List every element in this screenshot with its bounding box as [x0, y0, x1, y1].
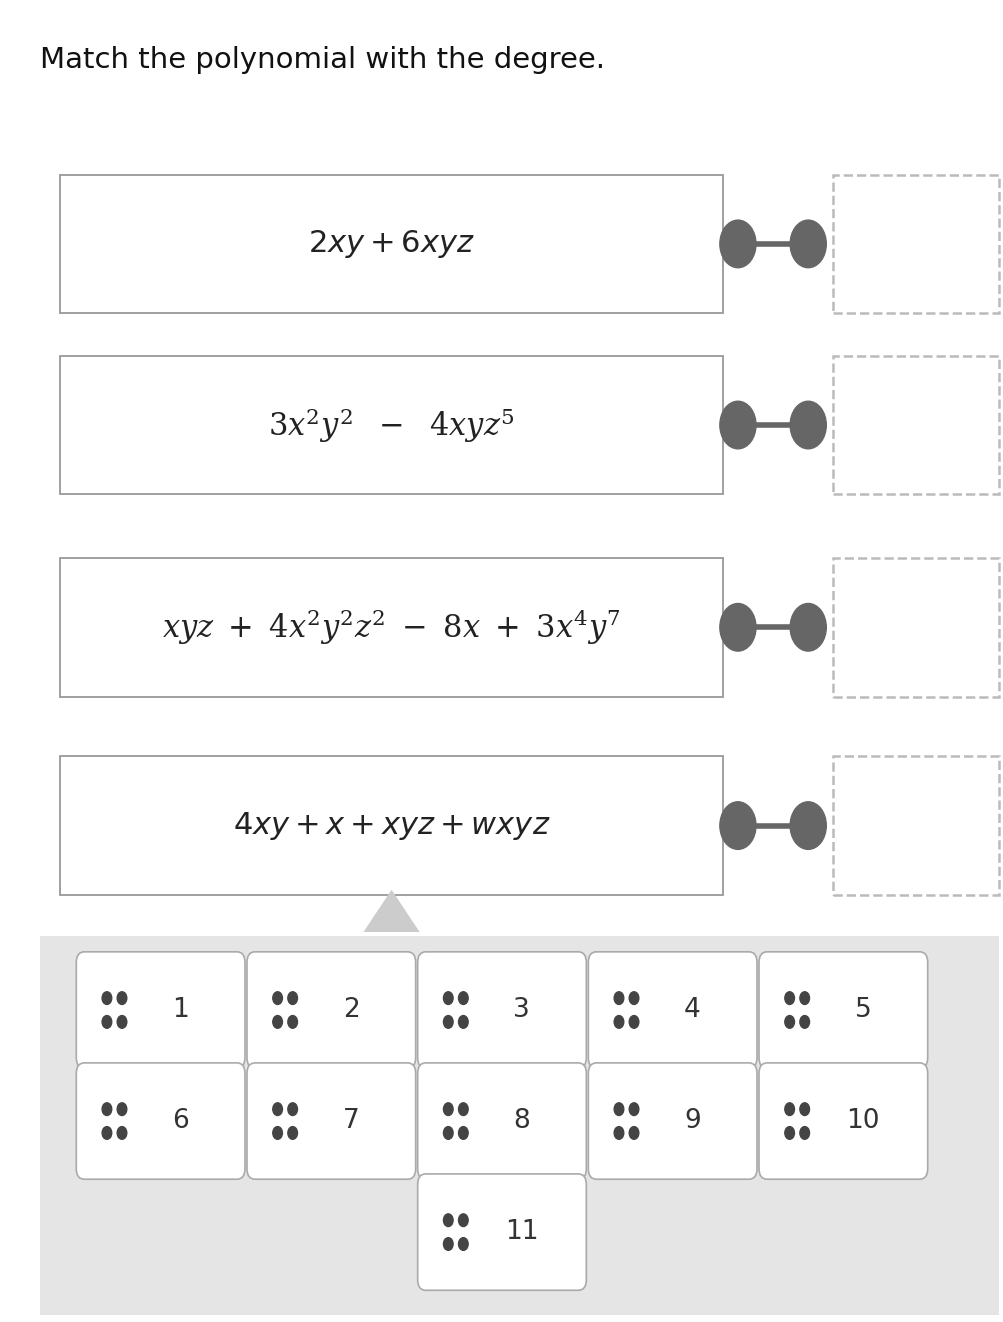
- Circle shape: [784, 1103, 793, 1116]
- Circle shape: [273, 992, 282, 1005]
- Circle shape: [117, 1103, 126, 1116]
- FancyBboxPatch shape: [60, 558, 722, 697]
- FancyBboxPatch shape: [247, 1063, 415, 1179]
- Circle shape: [117, 1126, 126, 1140]
- FancyBboxPatch shape: [40, 936, 998, 1315]
- Circle shape: [288, 1126, 297, 1140]
- Text: 4: 4: [683, 997, 700, 1023]
- Circle shape: [614, 992, 623, 1005]
- Circle shape: [443, 1126, 452, 1140]
- Circle shape: [614, 1103, 623, 1116]
- Circle shape: [458, 1126, 467, 1140]
- Circle shape: [719, 801, 755, 849]
- Circle shape: [288, 1103, 297, 1116]
- Text: 10: 10: [846, 1108, 879, 1134]
- Text: 6: 6: [172, 1108, 189, 1134]
- Circle shape: [288, 992, 297, 1005]
- FancyBboxPatch shape: [60, 356, 722, 494]
- Circle shape: [719, 603, 755, 652]
- Circle shape: [799, 1015, 808, 1029]
- Text: Match the polynomial with the degree.: Match the polynomial with the degree.: [40, 46, 605, 74]
- Circle shape: [117, 992, 126, 1005]
- Circle shape: [102, 1103, 111, 1116]
- Circle shape: [458, 1237, 467, 1251]
- Circle shape: [614, 1126, 623, 1140]
- Circle shape: [458, 1103, 467, 1116]
- FancyBboxPatch shape: [76, 952, 245, 1068]
- Text: 8: 8: [513, 1108, 530, 1134]
- Text: 7: 7: [342, 1108, 359, 1134]
- Circle shape: [799, 992, 808, 1005]
- Circle shape: [443, 992, 452, 1005]
- Circle shape: [719, 401, 755, 449]
- FancyBboxPatch shape: [758, 1063, 927, 1179]
- FancyBboxPatch shape: [417, 1174, 586, 1290]
- Circle shape: [443, 1214, 452, 1227]
- Circle shape: [273, 1015, 282, 1029]
- Text: 11: 11: [505, 1219, 538, 1245]
- Circle shape: [443, 1015, 452, 1029]
- FancyBboxPatch shape: [588, 952, 756, 1068]
- Text: 2: 2: [342, 997, 359, 1023]
- Circle shape: [273, 1103, 282, 1116]
- Text: 3: 3: [513, 997, 530, 1023]
- Circle shape: [614, 1015, 623, 1029]
- Circle shape: [784, 1126, 793, 1140]
- Text: 9: 9: [683, 1108, 700, 1134]
- Text: $4xy + x + xyz + wxyz$: $4xy + x + xyz + wxyz$: [233, 809, 550, 842]
- Circle shape: [288, 1015, 297, 1029]
- Text: 5: 5: [854, 997, 871, 1023]
- Circle shape: [789, 219, 825, 268]
- Circle shape: [458, 1015, 467, 1029]
- Circle shape: [789, 801, 825, 849]
- Circle shape: [443, 1103, 452, 1116]
- Circle shape: [629, 992, 638, 1005]
- Circle shape: [719, 219, 755, 268]
- Circle shape: [784, 1015, 793, 1029]
- FancyBboxPatch shape: [60, 756, 722, 895]
- Circle shape: [629, 1015, 638, 1029]
- FancyBboxPatch shape: [60, 175, 722, 313]
- Circle shape: [458, 1214, 467, 1227]
- Text: $3x^2y^2\ \ -\ \ 4xyz^5$: $3x^2y^2\ \ -\ \ 4xyz^5$: [268, 406, 515, 444]
- Circle shape: [629, 1126, 638, 1140]
- Text: $xyz\ +\ 4x^2y^2z^2\ -\ 8x\ +\ 3x^4y^7$: $xyz\ +\ 4x^2y^2z^2\ -\ 8x\ +\ 3x^4y^7$: [162, 607, 620, 648]
- Circle shape: [799, 1126, 808, 1140]
- FancyBboxPatch shape: [247, 952, 415, 1068]
- Circle shape: [102, 1015, 111, 1029]
- Circle shape: [102, 992, 111, 1005]
- FancyBboxPatch shape: [588, 1063, 756, 1179]
- Circle shape: [799, 1103, 808, 1116]
- Circle shape: [789, 401, 825, 449]
- FancyBboxPatch shape: [417, 952, 586, 1068]
- Circle shape: [789, 603, 825, 652]
- Circle shape: [273, 1126, 282, 1140]
- Polygon shape: [363, 890, 419, 932]
- Circle shape: [102, 1126, 111, 1140]
- FancyBboxPatch shape: [76, 1063, 245, 1179]
- Circle shape: [443, 1237, 452, 1251]
- Text: 1: 1: [172, 997, 189, 1023]
- FancyBboxPatch shape: [758, 952, 927, 1068]
- Circle shape: [117, 1015, 126, 1029]
- Circle shape: [629, 1103, 638, 1116]
- Circle shape: [784, 992, 793, 1005]
- Text: $2xy + 6xyz$: $2xy + 6xyz$: [308, 227, 474, 260]
- FancyBboxPatch shape: [417, 1063, 586, 1179]
- Circle shape: [458, 992, 467, 1005]
